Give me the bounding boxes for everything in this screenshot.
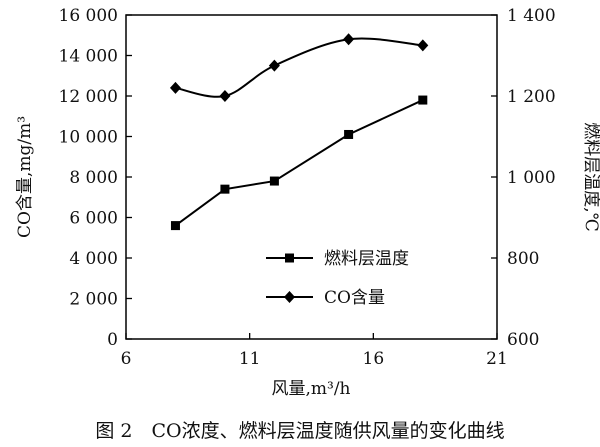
co-content-data-point	[343, 33, 355, 46]
left-tick-label: 16 000	[59, 6, 118, 26]
co-content-series-line	[175, 37, 423, 98]
x-tick-label: 21	[486, 349, 508, 369]
plot-frame	[125, 14, 498, 340]
figure-caption: 图 2 CO浓度、燃料层温度随供风量的变化曲线	[95, 420, 504, 442]
temperature-data-point	[269, 176, 279, 186]
right-axis-title: 燃料层温度,℃	[581, 122, 600, 231]
right-tick-label: 800	[507, 249, 539, 269]
co-content-data-point	[219, 90, 231, 102]
legend-marker-co-content	[284, 291, 295, 303]
left-tick-label: 14 000	[59, 47, 118, 67]
left-axis-ticks: 0 2 000 4 000 6 000 8 000 10 000 12 000 14 000 1…	[59, 6, 132, 350]
right-tick-label: 1 400	[507, 6, 556, 26]
right-tick-label: 1 000	[507, 168, 556, 188]
temperature-data-point	[418, 95, 428, 105]
left-axis-title: CO含量,mg/m³	[15, 116, 35, 238]
x-tick-label: 16	[363, 349, 385, 369]
left-tick-label: 2 000	[69, 290, 118, 310]
x-axis-ticks: 6 11 16 21	[121, 333, 508, 369]
temperature-data-point	[220, 184, 230, 194]
series-layer	[169, 33, 429, 231]
temperature-data-point	[344, 129, 354, 139]
x-tick-label: 6	[121, 349, 132, 369]
left-tick-label: 6 000	[69, 209, 118, 229]
left-tick-label: 8 000	[69, 168, 118, 188]
x-tick-label: 11	[239, 349, 261, 369]
legend: 燃料层温度 CO含量	[266, 249, 409, 308]
right-tick-label: 600	[507, 330, 539, 350]
legend-label-temperature: 燃料层温度	[324, 249, 409, 269]
co-content-data-point	[417, 39, 429, 52]
left-tick-label: 0	[107, 330, 118, 350]
left-tick-label: 10 000	[59, 128, 118, 148]
right-tick-label: 1 200	[507, 87, 556, 107]
right-axis-ticks: 600 800 1 000 1 200 1 400	[491, 6, 556, 350]
temperature-data-point	[170, 221, 180, 231]
legend-marker-temperature	[285, 253, 294, 263]
temperature-series-line	[174, 99, 424, 227]
legend-label-co-content: CO含量	[324, 288, 385, 308]
left-tick-label: 12 000	[59, 87, 118, 107]
co-content-data-point	[268, 59, 280, 72]
x-axis-title: 风量,m³/h	[271, 379, 350, 399]
co-content-data-point	[169, 81, 181, 94]
left-tick-label: 4 000	[69, 249, 118, 269]
